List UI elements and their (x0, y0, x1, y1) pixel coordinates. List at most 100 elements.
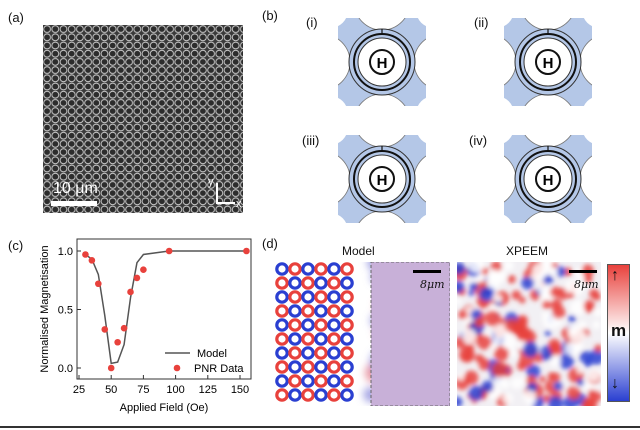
colorbar-label: m (611, 321, 627, 340)
ring-magnet (288, 360, 302, 374)
ring-magnet (340, 290, 354, 304)
xpeem-scale-text: 8μm (574, 278, 599, 291)
model-scale-bar (413, 270, 441, 273)
pnr-data-point (95, 280, 102, 288)
ring-magnet (288, 388, 302, 402)
model-title: Model (342, 244, 375, 258)
pnr-data-point (133, 274, 141, 282)
sub-label-i: (i) (306, 15, 318, 30)
ring-magnet (288, 262, 302, 276)
ring-magnet (275, 262, 289, 276)
ring-magnet (314, 276, 328, 290)
ring-magnet (288, 318, 302, 332)
field-symbol: H (377, 172, 388, 189)
field-symbol: H (543, 172, 554, 189)
ring-magnet (288, 276, 302, 290)
sem-image: 10 μm y x (43, 25, 243, 213)
ring-magnet (275, 318, 289, 332)
vertex-diagram: H (338, 135, 426, 223)
ring-magnet (288, 374, 302, 388)
ring-magnet (327, 290, 341, 304)
y-tick-label: 0.5 (58, 305, 73, 317)
arrow-down-icon: ↓ (611, 375, 619, 392)
ring-magnet (301, 262, 315, 276)
ring-magnet (340, 262, 354, 276)
rotation-arrow-icon (369, 49, 395, 75)
model-map (275, 262, 450, 406)
magnetisation-chart: 25 50 75 100 125 150 0.0 0.5 1.0 Applied Field (O… (39, 238, 252, 414)
pnr-data-point (120, 324, 128, 332)
ring-magnet (301, 360, 315, 374)
pnr-data-point (165, 247, 173, 255)
x-axis-label: Applied Field (Oe) (120, 402, 209, 414)
legend-pnr-label: PNR Data (194, 363, 244, 375)
legend-model-label: Model (197, 348, 227, 360)
panel-a-label: (a) (8, 10, 24, 25)
ring-magnet (327, 262, 341, 276)
ring-magnet (301, 290, 315, 304)
colorbar: ↑ m ↓ (607, 264, 630, 402)
vertex-diagram: H (338, 18, 426, 106)
ring-magnet (288, 346, 302, 360)
ring-magnet (301, 346, 315, 360)
ring-magnet (288, 332, 302, 346)
ring-magnet (314, 318, 328, 332)
rotation-arrow-icon (369, 166, 395, 192)
axis-x-label: x (236, 198, 242, 210)
model-line (84, 250, 247, 365)
x-tick-label: 75 (137, 384, 149, 396)
y-tick-label: 1.0 (58, 246, 73, 258)
pnr-data-point (127, 288, 134, 296)
ring-magnet (275, 346, 289, 360)
ring-magnet (340, 360, 354, 374)
pnr-data-point (82, 251, 89, 258)
ring-magnet (301, 388, 315, 402)
ring-magnet (314, 304, 328, 318)
pnr-data-point (107, 364, 115, 372)
ring-magnet (340, 276, 354, 290)
ring-magnet (275, 290, 289, 304)
ring-magnet (327, 304, 341, 318)
ring-magnet (275, 304, 289, 318)
ring-magnet (314, 332, 328, 346)
ring-magnet (327, 388, 341, 402)
ring-magnet (340, 374, 354, 388)
ring-magnet (314, 360, 328, 374)
x-tick-label: 125 (199, 384, 217, 396)
ring-magnet (327, 346, 341, 360)
x-tick-label: 150 (231, 384, 249, 396)
ring-magnet (327, 332, 341, 346)
pnr-data-point (243, 247, 250, 255)
panel-c-label: (c) (8, 238, 24, 253)
y-axis-label: Normalised Magnetisation (39, 245, 51, 372)
pnr-data-point (140, 266, 147, 274)
ring-magnet (301, 374, 315, 388)
legend-pnr-swatch (173, 364, 181, 372)
pnr-data-point (114, 338, 121, 346)
xpeem-scale-bar (569, 270, 597, 273)
ring-magnet (314, 374, 328, 388)
x-tick-label: 100 (166, 384, 184, 396)
scale-bar (51, 201, 97, 206)
pnr-data-point (101, 326, 109, 333)
ring-magnet (340, 388, 354, 402)
panel-b-label: (b) (262, 8, 278, 23)
ring-magnet (340, 318, 354, 332)
scale-bar-text: 10 μm (53, 180, 98, 197)
sub-label-iv: (iv) (469, 133, 488, 148)
xpeem-title: XPEEM (506, 244, 549, 258)
ring-magnet (275, 388, 289, 402)
pnr-data-point (88, 257, 96, 264)
ring-magnet (288, 290, 302, 304)
ring-magnet (314, 346, 328, 360)
ring-magnet (340, 304, 354, 318)
ring-magnet (327, 360, 341, 374)
ring-magnet (314, 262, 328, 276)
ring-magnet (275, 360, 289, 374)
sub-label-ii: (ii) (474, 15, 489, 30)
ring-magnet (327, 276, 341, 290)
x-tick-label: 50 (105, 384, 117, 396)
vertex-diagram: H (504, 18, 592, 106)
ring-magnet (301, 332, 315, 346)
